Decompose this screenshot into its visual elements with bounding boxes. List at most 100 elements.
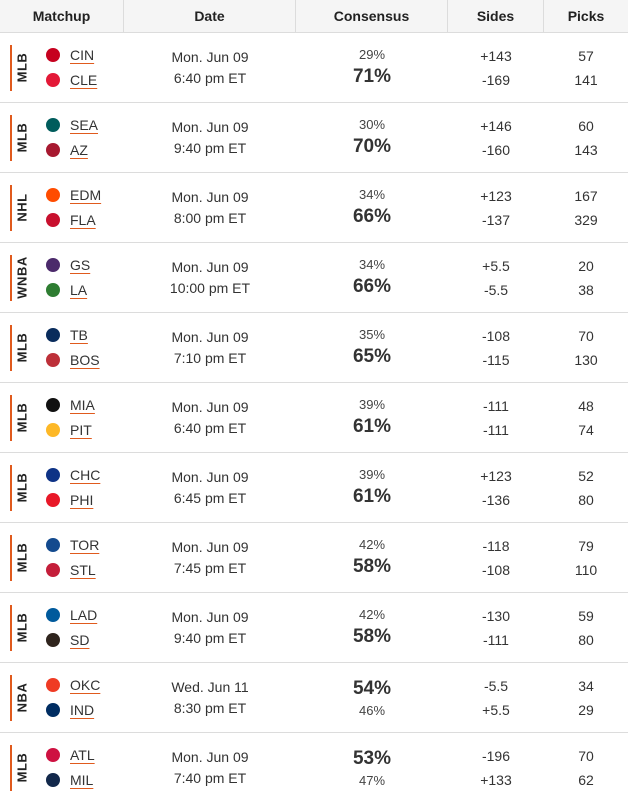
table-row[interactable]: NHL EDM FLA Mon. Jun 09 8:00 pm ET 34% 6…: [0, 173, 628, 243]
matchup-cell: MLB LAD SD: [0, 593, 124, 662]
team-link[interactable]: EDM: [70, 187, 102, 203]
team-link[interactable]: SEA: [70, 117, 99, 133]
team-link[interactable]: LAD: [70, 607, 98, 623]
team-link[interactable]: STL: [70, 562, 96, 578]
header-consensus[interactable]: Consensus: [296, 0, 448, 32]
league-label: MLB: [10, 604, 32, 651]
team-away: TB: [46, 326, 100, 345]
game-time: 7:40 pm ET: [173, 769, 247, 786]
team-logo-icon: [46, 143, 60, 157]
team-logo-icon: [46, 258, 60, 272]
consensus-away: 29%: [358, 46, 386, 62]
team-home: MIL: [46, 771, 95, 790]
game-time: 9:40 pm ET: [173, 629, 247, 646]
team-logo-icon: [46, 423, 60, 437]
team-link[interactable]: TB: [70, 327, 88, 343]
team-link[interactable]: PHI: [70, 492, 94, 508]
matchup-cell: MLB CIN CLE: [0, 33, 124, 102]
league-label: MLB: [10, 114, 32, 161]
team-link[interactable]: IND: [70, 702, 95, 718]
side-home: +5.5: [482, 701, 510, 718]
consensus-cell: 42% 58%: [296, 593, 448, 662]
consensus-home: 71%: [352, 65, 392, 87]
league-text: MLB: [14, 472, 30, 503]
side-away: +123: [480, 467, 512, 484]
team-logo-icon: [46, 283, 60, 297]
team-away: GS: [46, 256, 90, 275]
team-logo-icon: [46, 328, 60, 342]
team-logo-icon: [46, 633, 60, 647]
table-row[interactable]: MLB TB BOS Mon. Jun 09 7:10 pm ET 35% 65…: [0, 313, 628, 383]
consensus-home: 47%: [358, 772, 386, 788]
table-row[interactable]: MLB ATL MIL Mon. Jun 09 7:40 pm ET 53% 4…: [0, 733, 628, 798]
table-row[interactable]: MLB SEA AZ Mon. Jun 09 9:40 pm ET 30% 70…: [0, 103, 628, 173]
table-row[interactable]: WNBA GS LA Mon. Jun 09 10:00 pm ET 34% 6…: [0, 243, 628, 313]
league-text: MLB: [14, 542, 30, 573]
team-link[interactable]: TOR: [70, 537, 100, 553]
team-link[interactable]: PIT: [70, 422, 92, 438]
league-label: MLB: [10, 534, 32, 581]
team-away: CIN: [46, 46, 97, 65]
table-row[interactable]: MLB LAD SD Mon. Jun 09 9:40 pm ET 42% 58…: [0, 593, 628, 663]
team-logo-icon: [46, 73, 60, 87]
team-home: SD: [46, 631, 97, 650]
picks-away: 52: [578, 467, 594, 484]
league-text: MLB: [14, 402, 30, 433]
team-link[interactable]: MIA: [70, 397, 95, 413]
game-time: 6:45 pm ET: [173, 489, 247, 506]
side-away: +123: [480, 187, 512, 204]
matchup-cell: WNBA GS LA: [0, 243, 124, 312]
side-home: -115: [482, 351, 510, 368]
team-link[interactable]: ATL: [70, 747, 95, 763]
team-link[interactable]: OKC: [70, 677, 101, 693]
league-text: NHL: [14, 193, 30, 222]
side-away: -108: [481, 327, 511, 344]
team-link[interactable]: SD: [70, 632, 90, 648]
team-link[interactable]: MIL: [70, 772, 94, 788]
table-row[interactable]: MLB TOR STL Mon. Jun 09 7:45 pm ET 42% 5…: [0, 523, 628, 593]
picks-away: 60: [578, 117, 594, 134]
team-home: LA: [46, 281, 90, 300]
game-date: Mon. Jun 09: [171, 468, 249, 485]
consensus-away: 54%: [352, 677, 392, 699]
team-home: PHI: [46, 491, 100, 510]
league-text: MLB: [14, 752, 30, 783]
team-link[interactable]: GS: [70, 257, 91, 273]
team-link[interactable]: FLA: [70, 212, 96, 228]
consensus-away: 34%: [358, 186, 386, 202]
consensus-cell: 53% 47%: [296, 733, 448, 798]
side-away: -196: [481, 747, 511, 764]
table-row[interactable]: MLB CHC PHI Mon. Jun 09 6:45 pm ET 39% 6…: [0, 453, 628, 523]
header-picks[interactable]: Picks: [567, 8, 605, 24]
team-link[interactable]: BOS: [70, 352, 100, 368]
game-time: 7:10 pm ET: [173, 349, 247, 366]
table-header: Matchup Date Consensus Sides Picks: [0, 0, 628, 33]
side-away: +143: [480, 47, 512, 64]
team-link[interactable]: CLE: [70, 72, 98, 88]
side-away: -118: [482, 537, 510, 554]
table-row[interactable]: MLB MIA PIT Mon. Jun 09 6:40 pm ET 39% 6…: [0, 383, 628, 453]
side-home: -5.5: [483, 281, 509, 298]
date-cell: Mon. Jun 09 9:40 pm ET: [124, 593, 296, 662]
league-label: MLB: [10, 324, 32, 371]
picks-home: 329: [574, 211, 598, 228]
header-sides[interactable]: Sides: [448, 0, 544, 32]
table-row[interactable]: MLB CIN CLE Mon. Jun 09 6:40 pm ET 29% 7…: [0, 33, 628, 103]
header-date[interactable]: Date: [124, 0, 296, 32]
picks-home: 62: [578, 771, 594, 788]
sides-cell: +123 -136: [448, 453, 544, 522]
picks-home: 141: [574, 71, 598, 88]
league-text: NBA: [14, 682, 30, 713]
team-link[interactable]: LA: [70, 282, 88, 298]
team-link[interactable]: CIN: [70, 47, 95, 63]
header-matchup[interactable]: Matchup: [0, 0, 124, 32]
team-link[interactable]: AZ: [70, 142, 88, 158]
teams: OKC IND: [46, 676, 100, 720]
game-date: Mon. Jun 09: [171, 118, 249, 135]
table-row[interactable]: NBA OKC IND Wed. Jun 11 8:30 pm ET 54% 4…: [0, 663, 628, 733]
league-text: MLB: [14, 612, 30, 643]
game-time: 8:00 pm ET: [173, 209, 247, 226]
picks-away: 70: [578, 327, 594, 344]
team-link[interactable]: CHC: [70, 467, 101, 483]
